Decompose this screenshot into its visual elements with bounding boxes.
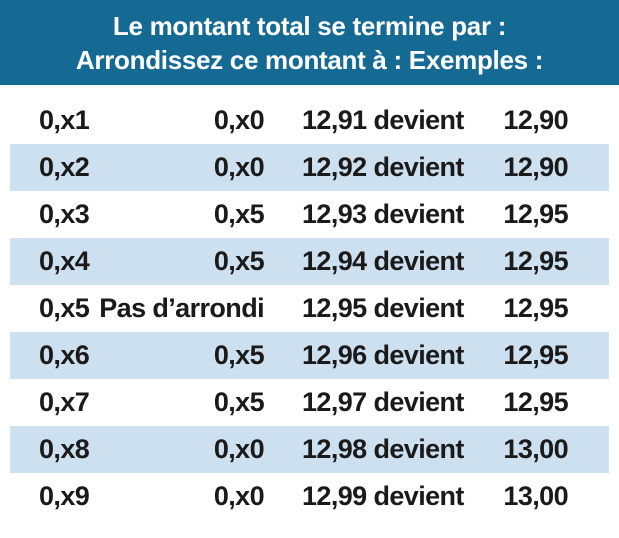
example-cell: 12,93 devient [302,199,464,229]
table-row: 0,x2 0,x0 12,92 devient 12,90 [10,144,609,191]
example-cell: 12,96 devient [302,340,464,370]
result-cell: 12,90 [503,105,568,135]
header-line-1: Le montant total se termine par : [112,10,507,41]
round-to-cell: 0,x5 [213,199,265,229]
example-cell: 12,99 devient [302,481,464,511]
ending-cell: 0,x3 [39,199,90,229]
example-cell: 12,94 devient [302,246,464,276]
example-cell: 12,97 devient [302,387,464,417]
ending-cell: 0,x8 [39,434,90,464]
result-cell: 12,95 [503,387,568,417]
round-to-cell: 0,x0 [213,434,265,464]
round-to-cell: 0,x5 [213,246,265,276]
table-row: 0,x6 0,x5 12,96 devient 12,95 [10,332,609,379]
ending-cell: 0,x9 [39,481,90,511]
result-cell: 12,95 [503,246,568,276]
round-to-cell: 0,x5 [213,340,265,370]
ending-cell: 0,x1 [39,105,90,135]
ending-cell: 0,x7 [39,387,90,417]
example-cell: 12,95 devient [302,293,464,323]
example-cell: 12,98 devient [302,434,464,464]
result-cell: 12,95 [503,293,568,323]
round-to-cell: Pas d’arrondi [99,293,264,323]
result-cell: 12,90 [503,152,568,182]
round-to-cell: 0,x0 [213,481,265,511]
ending-cell: 0,x2 [39,152,90,182]
round-to-cell: 0,x0 [213,152,265,182]
example-cell: 12,92 devient [302,152,464,182]
table-header: Le montant total se termine par : Arrond… [0,0,619,85]
example-cell: 12,91 devient [302,105,464,135]
table-row: 0,x8 0,x0 12,98 devient 13,00 [10,426,609,473]
result-cell: 13,00 [503,481,568,511]
table-row: 0,x9 0,x0 12,99 devient 13,00 [0,473,619,520]
table-row: 0,x3 0,x5 12,93 devient 12,95 [0,191,619,238]
table-row: 0,x4 0,x5 12,94 devient 12,95 [10,238,609,285]
table-body: 0,x1 0,x0 12,91 devient 12,90 0,x2 0,x0 … [0,97,619,520]
table-row: 0,x1 0,x0 12,91 devient 12,90 [0,97,619,144]
table-row: 0,x7 0,x5 12,97 devient 12,95 [0,379,619,426]
ending-cell: 0,x5 [39,293,90,323]
table-row: 0,x5 Pas d’arrondi 12,95 devient 12,95 [0,285,619,332]
ending-cell: 0,x4 [39,246,90,276]
round-to-cell: 0,x0 [213,105,265,135]
ending-cell: 0,x6 [39,340,90,370]
result-cell: 12,95 [503,199,568,229]
result-cell: 12,95 [503,340,568,370]
result-cell: 13,00 [503,434,568,464]
header-line-2: Arrondissez ce montant à : Exemples : [75,44,544,75]
round-to-cell: 0,x5 [213,387,265,417]
